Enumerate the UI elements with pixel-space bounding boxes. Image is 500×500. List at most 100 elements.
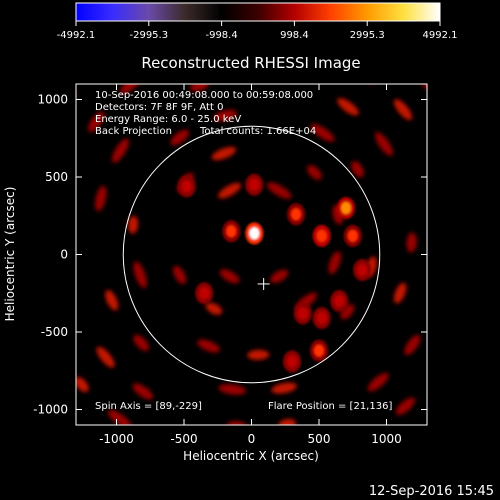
bright-blob-core [314, 344, 324, 357]
annotation-counts: Total counts: 1.66E+04 [199, 126, 316, 137]
fringe-blob [351, 161, 364, 178]
bright-blob-core [181, 180, 192, 193]
colorbar-tick-label: -998.4 [205, 30, 237, 41]
annotations: 10-Sep-2016 00:49:08.000 to 00:59:08.000… [95, 90, 392, 412]
colorbar-tick-label: 4992.1 [423, 30, 458, 41]
fringe-blob [393, 99, 413, 121]
fringe-blob [375, 132, 393, 156]
fringe-blob [474, 265, 487, 284]
colorbar: -4992.1 -2995.3 -998.4 998.4 2995.3 4992.1 [57, 2, 458, 41]
y-tick-label: -500 [41, 325, 68, 339]
fringe-blob [406, 232, 417, 253]
fringe-blob [9, 98, 28, 122]
fringe-blob [239, 71, 261, 82]
fringe-blob [95, 185, 107, 212]
x-tick-label: 500 [308, 432, 331, 446]
fringe-blob [197, 339, 220, 353]
fringe-blob [307, 165, 322, 180]
fringe-blob [328, 251, 341, 275]
x-axis: -1000 -500 0 500 1000 [99, 84, 402, 446]
bright-blob-core [199, 287, 210, 300]
y-tick-label: 1000 [37, 93, 68, 107]
fringe-blob [352, 0, 380, 3]
annotation-spin-axis: Spin Axis = [89,-229] [95, 401, 202, 412]
fringe-blob [446, 112, 466, 138]
fringe-blob [105, 290, 119, 311]
fringe-blob [111, 138, 129, 163]
fringe-blob [478, 209, 489, 237]
y-axis: -1000 -500 0 500 1000 [33, 93, 427, 417]
plot-background [76, 84, 427, 425]
fringe-blob [133, 261, 147, 289]
fringe-blob [33, 128, 53, 158]
bright-blob-core [226, 225, 237, 238]
y-tick-label: 0 [60, 248, 68, 262]
fringe-blob [107, 409, 132, 425]
y-axis-label: Heliocentric Y (arcsec) [3, 187, 17, 322]
fringe-blob [120, 84, 141, 94]
colorbar-tick-label: -2995.3 [129, 30, 168, 41]
fringe-blob [173, 265, 187, 284]
colorbar-gradient [75, 2, 441, 22]
bright-blob-core [249, 227, 260, 240]
fringe-blob [493, 124, 500, 148]
bright-blob-core [357, 264, 368, 276]
bright-blob-core [316, 312, 327, 325]
x-tick-label: -1000 [99, 432, 134, 446]
fringe-blob [310, 123, 335, 142]
bright-blob-core [297, 307, 308, 320]
bright-blob-core [287, 355, 297, 368]
fringe-blob [247, 349, 270, 360]
bright-blob-core [334, 295, 345, 307]
fringe-blob [393, 282, 407, 304]
fringe-blob [76, 376, 89, 393]
fringe-blob [0, 146, 8, 168]
solar-limb [122, 125, 381, 384]
x-tick-label: 1000 [371, 432, 402, 446]
fringe-blob [340, 304, 355, 320]
fringe-blob [441, 241, 453, 262]
fringe-blob [204, 490, 225, 500]
fringe-blob [395, 397, 416, 415]
fringe-blob [271, 382, 297, 394]
center-marker [257, 277, 270, 290]
annotation-method: Back Projection [95, 126, 172, 137]
fringe-blob [434, 406, 456, 429]
fringe-blob [88, 111, 105, 133]
annotation-flare-position: Flare Position = [21,136] [268, 401, 392, 412]
colorbar-tick-label: 998.4 [280, 30, 309, 41]
fringe-blob [226, 421, 247, 425]
fringe-blob [337, 98, 359, 116]
colorbar-ticks: -4992.1 -2995.3 -998.4 998.4 2995.3 4992.1 [57, 21, 458, 41]
annotation-detectors: Detectors: 7F 8F 9F, Att 0 [95, 102, 223, 113]
fringe-blob [270, 269, 289, 283]
fringe-blob [367, 372, 389, 392]
annotation-energy: Energy Range: 6.0 - 25.0 keV [95, 114, 241, 125]
fringe-blob [211, 146, 237, 161]
colorbar-tick-label: -4992.1 [57, 30, 96, 41]
fringe-blob [128, 215, 139, 234]
bright-blob-core [291, 208, 302, 221]
fringe-blob [189, 84, 210, 92]
fringe-blob [469, 80, 488, 102]
fringe-blob [133, 334, 149, 351]
fringe-blob [25, 283, 40, 307]
fringe-blob [429, 356, 450, 380]
fringe-blob [278, 418, 297, 425]
bright-blob-core [249, 178, 260, 191]
fringe-blob [96, 346, 115, 368]
plot-title: Reconstructed RHESSI Image [141, 54, 360, 72]
fringe-blob [56, 205, 68, 226]
fringe-blob [132, 383, 154, 400]
bright-blob-core [341, 202, 351, 214]
fringe-blob [170, 129, 189, 146]
fringe-blob [218, 384, 247, 395]
fringe-blob [301, 484, 331, 500]
y-tick-label: 500 [45, 170, 68, 184]
fringe-blob [205, 302, 223, 315]
bright-blob-core [316, 229, 327, 242]
fringe-blob [467, 367, 486, 389]
colorbar-tick-label: 2995.3 [350, 30, 385, 41]
footer-date: 12-Sep-2016 15:45 [369, 484, 494, 499]
